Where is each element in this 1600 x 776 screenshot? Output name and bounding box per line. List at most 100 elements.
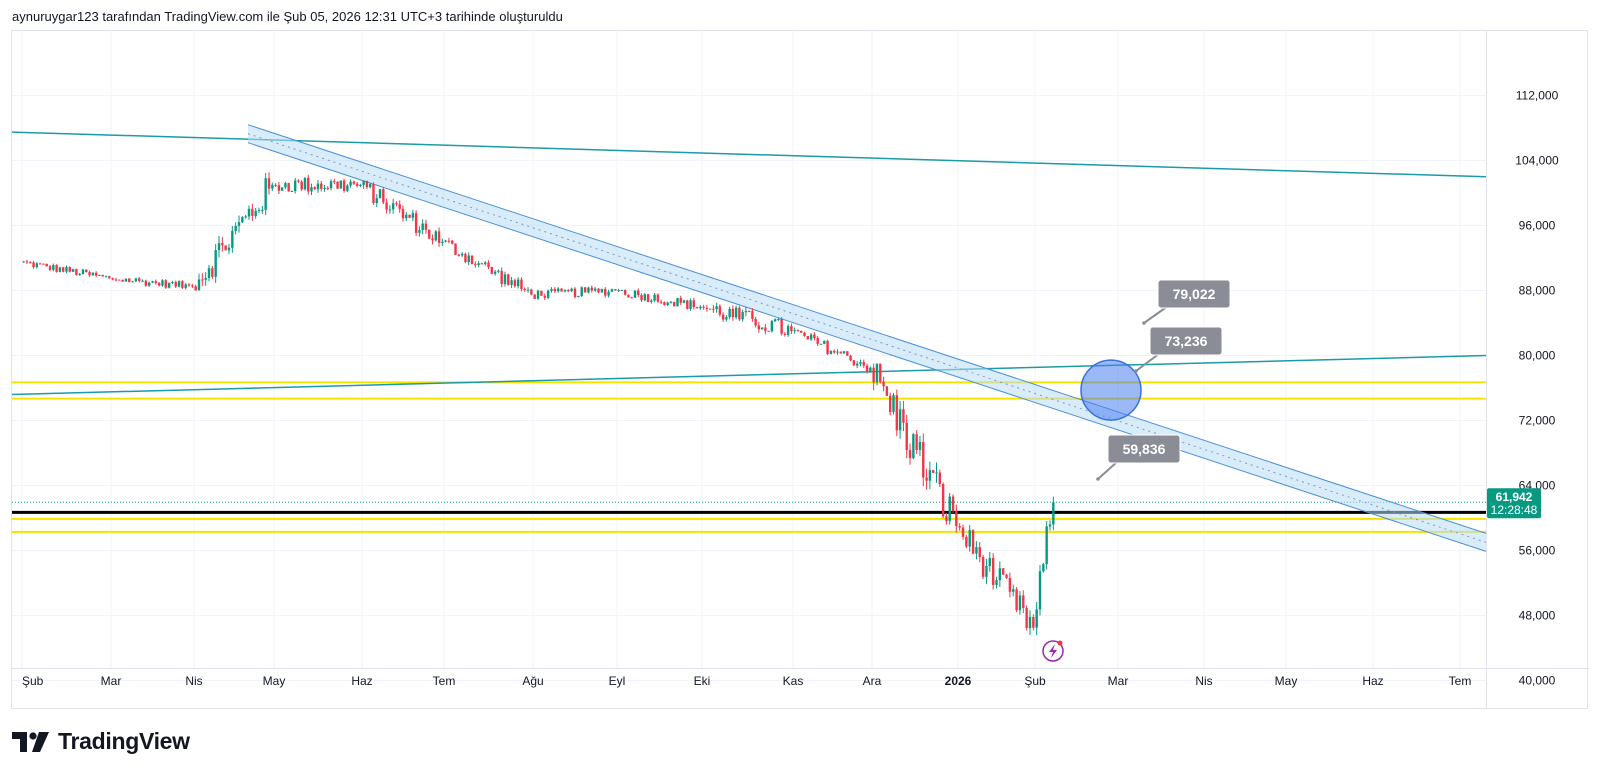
candle-body	[673, 301, 676, 307]
candle-body	[692, 300, 696, 308]
callout-anchor	[1142, 321, 1146, 325]
candle-body	[865, 365, 869, 372]
candle-body	[875, 363, 879, 383]
channel-upper-edge	[247, 124, 1487, 534]
candle-body	[600, 288, 604, 293]
candle-body	[563, 290, 567, 292]
candle-body	[757, 325, 761, 330]
candle-body	[520, 279, 523, 290]
candle-body	[902, 409, 905, 423]
candle-body	[98, 274, 101, 276]
candle-body	[550, 288, 553, 291]
candle-body	[339, 180, 343, 189]
candle-body	[300, 181, 303, 190]
candle-body	[187, 284, 191, 286]
candle-body	[405, 214, 408, 219]
candle-body	[408, 214, 411, 218]
time-axis[interactable]: Şub Mar Nis May Haz Tem Ağu Eyl Eki Kas Ara 2026 Şub…	[12, 668, 1589, 689]
candle-body	[991, 557, 995, 585]
candle-body	[451, 240, 454, 244]
candle-body	[257, 209, 261, 211]
candle-body	[725, 317, 728, 320]
candle-body	[161, 280, 164, 286]
candle-body	[181, 281, 184, 288]
candle-body	[424, 223, 428, 230]
candle-body	[650, 300, 653, 302]
candle-body	[32, 262, 35, 268]
candle-body	[497, 270, 500, 272]
price-tick-label: 88,000	[1519, 284, 1556, 298]
candle-body	[395, 203, 398, 205]
candle-body	[659, 301, 663, 303]
candle-body	[892, 395, 895, 413]
candle-body	[320, 183, 323, 189]
candle-body	[536, 290, 540, 299]
candle-body	[45, 263, 48, 267]
annotations[interactable]: 79,022 73,236 59,836	[1042, 279, 1231, 662]
horizontal-lines[interactable]	[12, 381, 1486, 533]
candle-body	[604, 288, 607, 296]
candle-body	[516, 279, 520, 287]
candle-body	[915, 434, 918, 450]
candle-body	[968, 530, 971, 547]
time-tick-label: Haz	[351, 674, 372, 688]
candle-body	[342, 180, 346, 191]
candle-body	[553, 288, 557, 292]
time-tick-label: May	[1275, 674, 1298, 688]
candle-body	[702, 306, 705, 308]
chart-frame[interactable]: 79,022 73,236 59,836 40,000 48,000 56,000 64,…	[11, 30, 1589, 710]
channel-drawing[interactable]	[247, 124, 1487, 552]
candle-body	[653, 294, 656, 301]
candle-body	[244, 216, 247, 218]
candle-body	[689, 300, 692, 309]
candle-body	[277, 185, 281, 191]
time-tick-label: Eki	[694, 674, 711, 688]
candle-body	[391, 203, 395, 210]
channel-midline	[247, 133, 1487, 543]
time-tick-label: May	[263, 674, 286, 688]
candle-body	[349, 181, 352, 186]
candle-body	[597, 288, 600, 293]
tradingview-logo[interactable]: TradingView	[12, 728, 190, 755]
candle-body	[431, 238, 434, 241]
candle-body	[194, 286, 197, 291]
callout-label: 79,022	[1173, 286, 1216, 302]
candle-body	[264, 178, 267, 210]
price-axis[interactable]: 40,00048,00056,00064,00072,00080,00088,0…	[1486, 31, 1560, 710]
candle-body	[329, 181, 333, 189]
candle-body	[1038, 571, 1042, 610]
lightning-event-icon[interactable]	[1042, 640, 1064, 662]
candle-body	[777, 319, 780, 321]
price-callout[interactable]: 79,022	[1142, 279, 1231, 325]
candle-body	[995, 580, 998, 585]
candle-body	[780, 319, 783, 334]
candle-body	[640, 295, 643, 301]
candle-body	[48, 266, 52, 270]
callout-pointer	[1143, 305, 1169, 324]
candle-body	[284, 183, 287, 188]
candle-body	[813, 334, 816, 339]
candle-body	[428, 229, 431, 239]
candle-body	[1005, 574, 1008, 578]
candle-body	[62, 267, 65, 272]
candle-body	[124, 278, 128, 282]
candle-body	[715, 306, 718, 310]
candle-body	[751, 311, 754, 319]
candle-body	[577, 296, 580, 298]
candle-body	[978, 547, 981, 558]
channel-lower-edge	[247, 142, 1487, 552]
candle-body	[197, 279, 201, 291]
candle-body	[382, 189, 385, 203]
lightning-glyph	[1049, 644, 1057, 658]
price-callout[interactable]: 73,236	[1134, 326, 1223, 373]
price-chart[interactable]: 79,022 73,236 59,836 40,00048,00056,00064,…	[12, 31, 1589, 710]
candle-body	[627, 294, 630, 298]
candle-body	[221, 243, 224, 246]
candle-body	[507, 274, 510, 285]
candle-body	[918, 442, 922, 450]
candle-body	[633, 290, 637, 298]
candle-body	[131, 281, 134, 283]
price-callout[interactable]: 59,836	[1096, 434, 1181, 481]
price-tick-label: 112,000	[1516, 89, 1559, 103]
